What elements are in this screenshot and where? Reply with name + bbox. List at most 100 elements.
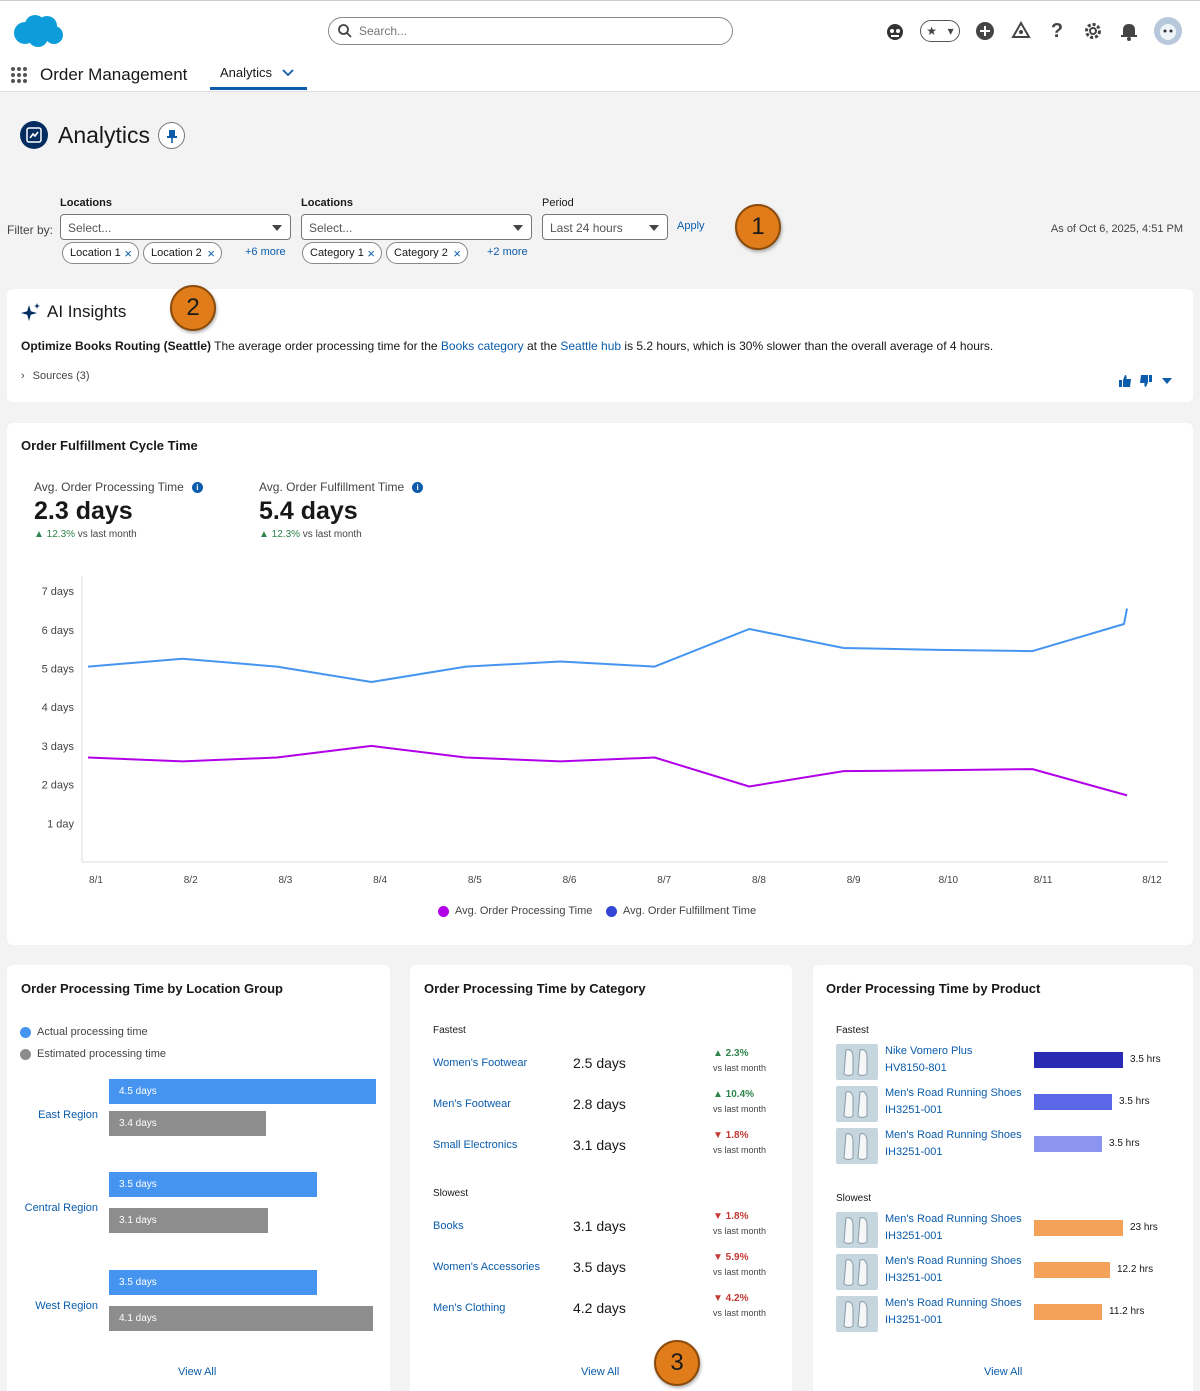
product-link[interactable]: Men's Road Running Shoes IH3251-001 — [885, 1127, 1022, 1161]
categories-select[interactable]: Select... — [301, 214, 532, 240]
location-group-name[interactable]: West Region — [35, 1300, 98, 1312]
ai-insight-text-1: The average order processing time for th… — [211, 339, 441, 353]
category-pill[interactable]: Category 1 × — [302, 242, 382, 264]
product-time-bar[interactable] — [1034, 1136, 1102, 1152]
remove-icon[interactable]: × — [453, 246, 461, 261]
product-view-all-link[interactable]: View All — [984, 1366, 1023, 1378]
pill-label: Location 2 — [151, 247, 202, 259]
x-tick-label: 8/8 — [752, 875, 766, 886]
chevron-down-icon[interactable] — [1161, 375, 1173, 387]
location-group-name[interactable]: Central Region — [24, 1202, 98, 1214]
location-pill[interactable]: Location 1 × — [62, 242, 139, 264]
product-thumbnail[interactable] — [836, 1212, 878, 1248]
agent-icon[interactable] — [884, 20, 906, 42]
as-of-timestamp: As of Oct 6, 2025, 4:51 PM — [1050, 223, 1183, 235]
filter-by-label: Filter by: — [7, 223, 54, 237]
product-time-bar[interactable] — [1034, 1220, 1123, 1236]
category-name-link[interactable]: Small Electronics — [433, 1139, 518, 1151]
search-input[interactable] — [359, 21, 719, 41]
category-name-link[interactable]: Men's Footwear — [433, 1098, 511, 1110]
legend-swatch — [20, 1048, 31, 1060]
category-value: 3.1 days — [573, 1137, 626, 1153]
info-icon[interactable]: i — [412, 482, 424, 493]
estimated-time-bar[interactable]: 4.1 days — [109, 1306, 373, 1331]
categories-more-link[interactable]: +2 more — [487, 246, 528, 258]
category-vs-label: vs last month — [713, 1104, 767, 1114]
product-thumbnail[interactable] — [836, 1128, 878, 1164]
product-link[interactable]: Men's Road Running Shoes IH3251-001 — [885, 1211, 1022, 1245]
category-name-link[interactable]: Books — [433, 1220, 464, 1232]
actual-time-bar[interactable]: 3.5 days — [109, 1270, 317, 1295]
sources-toggle[interactable]: › Sources (3) — [21, 370, 90, 382]
tab-analytics[interactable]: Analytics — [210, 58, 307, 90]
location-pill[interactable]: Location 2 × — [143, 242, 222, 264]
callout-marker: 2 — [170, 285, 216, 331]
add-icon[interactable] — [974, 20, 996, 42]
pin-button[interactable] — [158, 122, 185, 149]
x-tick-label: 8/4 — [373, 875, 387, 886]
period-filter-label: Period — [542, 197, 574, 209]
location-group-title: Order Processing Time by Location Group — [21, 981, 283, 996]
bell-icon[interactable] — [1118, 20, 1140, 42]
product-thumbnail[interactable] — [836, 1296, 878, 1332]
gear-icon[interactable] — [1082, 20, 1104, 42]
trailhead-icon[interactable] — [1010, 20, 1032, 42]
avatar[interactable] — [1154, 17, 1182, 45]
category-name-link[interactable]: Men's Clothing — [433, 1302, 506, 1314]
locations-more-link[interactable]: +6 more — [245, 246, 286, 258]
favorites-button[interactable]: ★ ▾ — [920, 20, 960, 42]
product-link[interactable]: Men's Road Running Shoes IH3251-001 — [885, 1085, 1022, 1119]
product-link[interactable]: Men's Road Running Shoes IH3251-001 — [885, 1295, 1022, 1329]
estimated-time-bar[interactable]: 3.4 days — [109, 1111, 266, 1136]
thumbs-up-icon[interactable] — [1119, 375, 1131, 387]
chart-legend-item[interactable]: Avg. Order Fulfillment Time — [606, 905, 756, 917]
series-line-0[interactable] — [87, 744, 1128, 797]
product-link[interactable]: Men's Road Running Shoes IH3251-001 — [885, 1253, 1022, 1287]
category-name-link[interactable]: Women's Footwear — [433, 1057, 528, 1069]
actual-time-bar[interactable]: 4.5 days — [109, 1079, 376, 1104]
x-tick-label: 8/10 — [939, 875, 959, 886]
product-link[interactable]: Nike Vomero Plus HV8150-801 — [885, 1043, 972, 1077]
thumbs-down-icon[interactable] — [1140, 375, 1152, 387]
apply-button[interactable]: Apply — [677, 220, 705, 232]
category-name-link[interactable]: Women's Accessories — [433, 1261, 541, 1273]
global-search[interactable] — [328, 17, 733, 45]
category-vs-label: vs last month — [713, 1308, 767, 1318]
category-card — [410, 965, 792, 1391]
category-vs-label: vs last month — [713, 1226, 767, 1236]
remove-icon[interactable]: × — [367, 246, 375, 261]
category-view-all-link[interactable]: View All — [581, 1366, 620, 1378]
location-legend-item: Actual processing time — [20, 1026, 148, 1038]
location-view-all-link[interactable]: View All — [178, 1366, 217, 1378]
app-launcher-icon[interactable] — [11, 67, 27, 83]
estimated-time-bar[interactable]: 3.1 days — [109, 1208, 268, 1233]
actual-time-bar[interactable]: 3.5 days — [109, 1172, 317, 1197]
product-thumbnail[interactable] — [836, 1044, 878, 1080]
help-icon[interactable]: ? — [1050, 19, 1064, 42]
books-category-link[interactable]: Books category — [440, 339, 524, 353]
product-time-bar[interactable] — [1034, 1304, 1102, 1320]
app-navigation: Order Management Analytics — [0, 58, 1200, 92]
ai-insight-headline: Optimize Books Routing (Seattle) — [21, 339, 212, 353]
product-time-bar[interactable] — [1034, 1262, 1110, 1278]
product-thumbnail[interactable] — [836, 1254, 878, 1290]
chart-legend-item[interactable]: Avg. Order Processing Time — [438, 905, 592, 917]
product-thumbnail[interactable] — [836, 1086, 878, 1122]
category-pill[interactable]: Category 2 × — [386, 242, 468, 264]
series-line-1[interactable] — [87, 608, 1128, 683]
seattle-hub-link[interactable]: Seattle hub — [560, 339, 622, 353]
info-icon[interactable]: i — [191, 482, 203, 493]
x-tick-label: 8/5 — [468, 875, 482, 886]
analytics-icon — [20, 121, 48, 149]
chevron-down-icon[interactable] — [282, 68, 294, 77]
product-time-bar[interactable] — [1034, 1052, 1123, 1068]
location-group-name[interactable]: East Region — [38, 1109, 98, 1121]
remove-icon[interactable]: × — [124, 246, 132, 261]
category-delta: ▲ 2.3% — [713, 1048, 749, 1059]
period-select[interactable]: Last 24 hours — [542, 214, 668, 240]
remove-icon[interactable]: × — [207, 246, 215, 261]
locations-select[interactable]: Select... — [60, 214, 291, 240]
product-time-bar[interactable] — [1034, 1094, 1112, 1110]
salesforce-logo-icon[interactable] — [10, 13, 64, 49]
category-value: 2.5 days — [573, 1055, 626, 1071]
